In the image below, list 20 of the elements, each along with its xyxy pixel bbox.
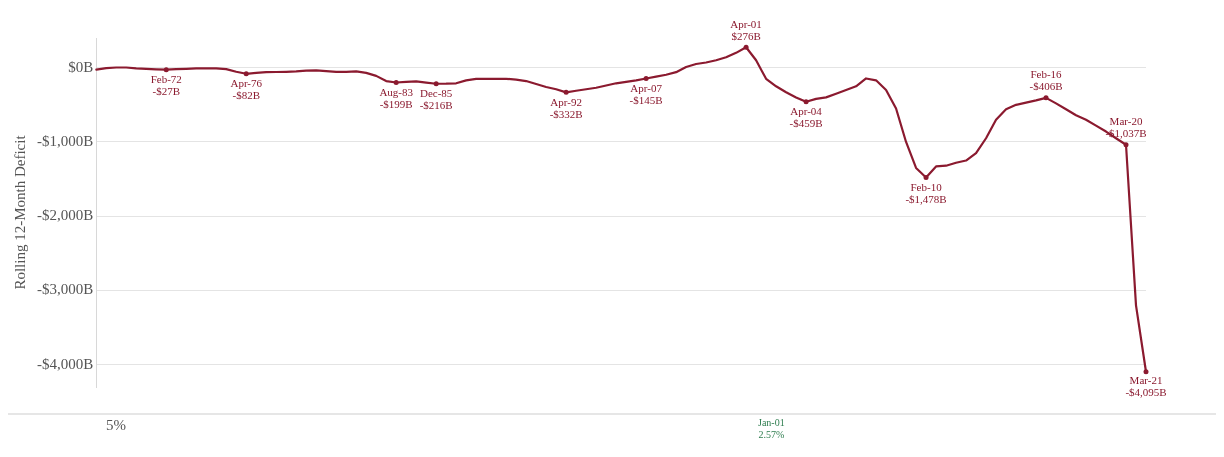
text: Jan-01 2.57% [758,417,785,441]
annotation: Apr-76 -$82B [230,77,263,102]
y-tick-label: -$4,000B [37,355,94,372]
y-tick-label: -$3,000B [37,281,94,298]
annotation: Feb-10 -$1,478B [905,180,947,205]
annotation: Feb-16 -$406B [1029,68,1063,93]
y-tick-label: $0B [68,58,94,75]
annotation: Feb-72 -$27B [150,73,182,98]
y-axis-title: Rolling 12-Month Deficit [11,134,28,290]
y-tick-label: -$2,000B [37,207,94,224]
annotation: Apr-92 -$332B [549,95,583,120]
annotation: Mar-21 -$4,095B [1125,374,1167,399]
y-tick-label: -$1,000B [37,132,94,149]
annotation: Mar-20 -$1,037B [1105,115,1147,140]
annotation: Aug-83 -$199B [379,85,414,110]
annotation: Dec-85 -$216B [419,87,453,112]
annotation: Apr-07 -$145B [629,81,663,106]
annotation: Apr-01 $276B [730,17,762,42]
annotation: Apr-04 -$459B [789,105,823,130]
text: 5% [105,417,126,434]
